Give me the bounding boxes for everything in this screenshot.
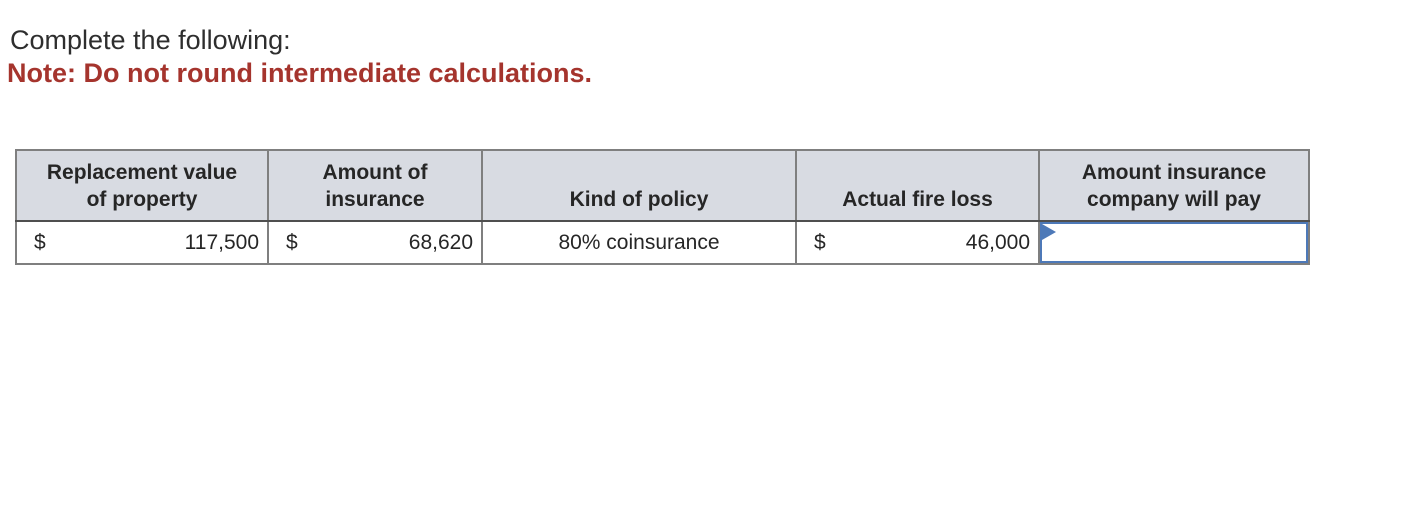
question-page: Complete the following: Note: Do not rou… — [0, 0, 1414, 265]
currency-symbol: $ — [286, 230, 298, 254]
kind-of-policy-value: 80% coinsurance — [558, 230, 720, 254]
header-line: of property — [86, 188, 198, 211]
currency-symbol: $ — [34, 230, 46, 254]
header-line: Amount insurance — [1081, 161, 1267, 184]
header-line: Amount of — [322, 161, 428, 184]
fire-loss-amount: 46,000 — [965, 230, 1030, 254]
header-kind-of-policy: Kind of policy — [481, 149, 797, 222]
note-text: Note: Do not round intermediate calculat… — [7, 58, 593, 88]
header-amount-of-insurance: Amount of insurance — [267, 149, 483, 222]
cell-amount-of-insurance: $ 68,620 — [267, 220, 483, 265]
instruction-text: Complete the following: — [10, 25, 291, 55]
header-row: Replacement value of property Amount of … — [15, 149, 1310, 222]
header-line: Kind of policy — [569, 188, 709, 211]
header-actual-fire-loss: Actual fire loss — [795, 149, 1040, 222]
currency-symbol: $ — [814, 230, 826, 254]
header-replacement-value-of-property: Replacement value of property — [15, 149, 269, 222]
cell-actual-fire-loss: $ 46,000 — [795, 220, 1040, 265]
header-amount-insurance-company-will-pay: Amount insurance company will pay — [1038, 149, 1310, 222]
cell-answer — [1038, 220, 1310, 265]
replacement-value-amount: 117,500 — [184, 230, 259, 254]
cell-kind-of-policy: 80% coinsurance — [481, 220, 797, 265]
header-line: Actual fire loss — [842, 188, 993, 211]
header-line: Replacement value — [46, 161, 238, 184]
insurance-amount: 68,620 — [408, 230, 473, 254]
header-line: insurance — [325, 188, 425, 211]
coinsurance-table: Replacement value of property Amount of … — [15, 149, 1310, 265]
header-line: company will pay — [1087, 188, 1261, 211]
answer-input[interactable] — [1040, 222, 1308, 263]
cell-replacement-value: $ 117,500 — [15, 220, 269, 265]
data-row: $ 117,500 $ 68,620 80% coinsurance $ — [15, 220, 1310, 265]
